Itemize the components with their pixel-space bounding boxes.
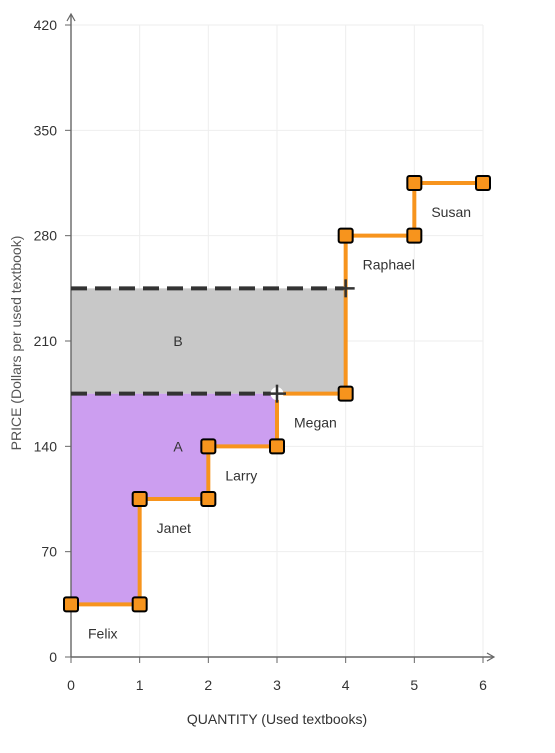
seller-label: Janet [157, 520, 191, 536]
y-axis-title: PRICE (Dollars per used textbook) [8, 236, 24, 451]
supply-marker [337, 227, 354, 244]
x-tick-label: 5 [410, 677, 418, 693]
area-label: B [173, 333, 182, 349]
supply-marker [131, 596, 148, 613]
seller-label: Larry [225, 467, 257, 483]
x-tick-label: 2 [204, 677, 212, 693]
supply-marker [406, 175, 423, 191]
y-tick-label: 210 [34, 333, 58, 349]
supply-marker [406, 227, 423, 244]
crosshair-markers [268, 279, 355, 403]
area-label: A [173, 438, 183, 454]
supply-markers [63, 175, 491, 613]
area-b [71, 288, 346, 394]
y-tick-label: 420 [34, 17, 58, 33]
seller-label: Megan [294, 415, 337, 431]
seller-label: Susan [431, 204, 471, 220]
supply-marker [200, 491, 217, 507]
supply-marker [200, 438, 217, 455]
x-tick-label: 6 [479, 677, 487, 693]
price-lines [71, 286, 346, 396]
y-tick-label: 280 [34, 228, 58, 244]
supply-marker [63, 596, 79, 613]
supply-line [71, 181, 483, 607]
y-tick-label: 140 [34, 438, 58, 454]
x-tick-label: 4 [342, 677, 350, 693]
y-tick-label: 70 [41, 544, 57, 560]
supply-marker [337, 385, 354, 402]
x-axis-title: QUANTITY (Used textbooks) [187, 711, 367, 727]
seller-label: Raphael [363, 257, 415, 273]
supply-marker [475, 175, 491, 191]
x-tick-label: 3 [273, 677, 281, 693]
y-axis-arrow [66, 12, 76, 22]
supply-curve [71, 181, 483, 607]
seller-label: Felix [88, 625, 118, 641]
x-tick-label: 0 [67, 677, 75, 693]
y-tick-label: 0 [49, 649, 57, 665]
supply-marker [269, 438, 285, 455]
axes: 0 1 2 3 4 5 6 0 70 140 210 280 350 420 [34, 12, 496, 693]
x-tick-label: 1 [136, 677, 144, 693]
x-axis-arrow [486, 652, 496, 662]
chart-labels: PRICE (Dollars per used textbook) QUANTI… [8, 204, 471, 727]
supply-marker [131, 491, 148, 507]
y-tick-label: 350 [34, 122, 58, 138]
